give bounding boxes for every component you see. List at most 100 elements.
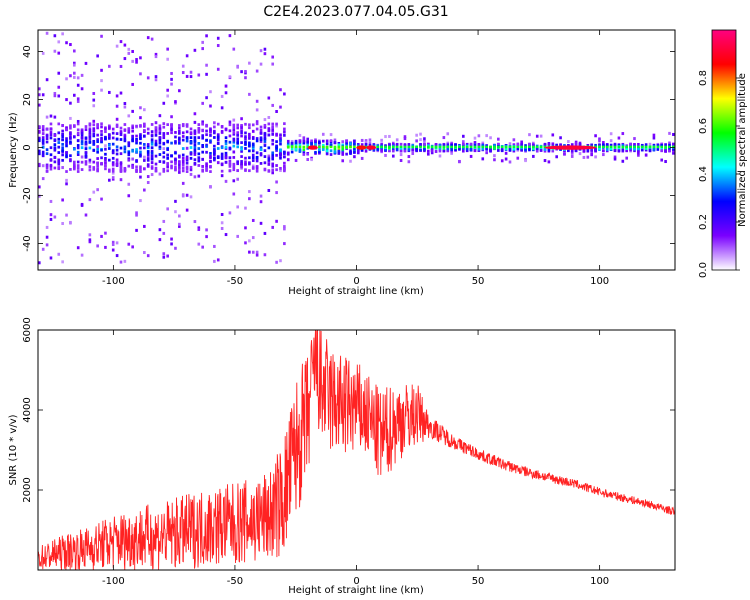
heatmap-cell: [170, 141, 173, 145]
heatmap-cell: [41, 142, 45, 145]
heatmap-cell: [353, 139, 356, 143]
heatmap-cell: [170, 77, 173, 81]
heatmap-cell: [532, 145, 535, 149]
heatmap-cell: [462, 140, 465, 144]
heatmap-cell: [411, 145, 415, 149]
heatmap-cell: [213, 244, 216, 248]
heatmap-cell: [275, 124, 278, 128]
heatmap-cell: [547, 149, 551, 152]
heatmap-cell: [286, 139, 290, 143]
heatmap-cell: [617, 145, 621, 149]
heatmap-cell: [115, 94, 119, 98]
heatmap-cell: [310, 158, 313, 162]
heatmap-cell: [73, 63, 76, 67]
heatmap-cell: [127, 157, 131, 161]
heatmap-cell: [143, 134, 146, 138]
heatmap-cell: [356, 143, 360, 146]
heatmap-cell: [57, 40, 61, 44]
heatmap-cell: [201, 245, 204, 249]
heatmap-cell: [69, 74, 72, 78]
heatmap-cell: [174, 168, 177, 172]
heatmap-cell: [563, 152, 566, 156]
heatmap-cell: [672, 151, 675, 155]
heatmap-cell: [197, 152, 201, 156]
heatmap-cell: [633, 137, 636, 141]
heatmap-cell: [38, 149, 41, 153]
heatmap-cell: [150, 37, 154, 41]
heatmap-cell: [193, 152, 197, 156]
heatmap-cell: [248, 156, 251, 160]
heatmap-cell: [559, 143, 562, 147]
heatmap-cell: [150, 157, 154, 161]
heatmap-cell: [213, 125, 216, 129]
heatmap-cell: [76, 144, 80, 147]
heatmap-cell: [613, 157, 617, 161]
heatmap-cell: [427, 152, 430, 156]
heatmap-cell: [399, 159, 403, 163]
heatmap-cell: [119, 166, 123, 170]
heatmap-cell: [65, 153, 68, 157]
heatmap-cell: [84, 213, 88, 217]
heatmap-cell: [178, 163, 181, 167]
heatmap-cell: [481, 145, 485, 149]
heatmap-cell: [76, 128, 80, 132]
heatmap-cell: [446, 145, 450, 149]
heatmap-cell: [88, 160, 92, 164]
heatmap-cell: [598, 137, 601, 141]
heatmap-cell: [574, 142, 578, 146]
heatmap-cell: [154, 55, 158, 59]
heatmap-cell: [45, 31, 49, 35]
heatmap-cell: [267, 127, 271, 131]
heatmap-cell: [255, 253, 259, 257]
heatmap-cell: [275, 146, 278, 150]
heatmap-cell: [174, 158, 177, 162]
heatmap-cell: [170, 71, 173, 75]
heatmap-cell: [240, 128, 243, 132]
colorbar-tick-label: 0.6: [698, 118, 709, 134]
heatmap-cell: [150, 173, 154, 177]
heatmap-cell: [119, 260, 123, 264]
heatmap-cell: [96, 150, 99, 154]
heatmap-cell: [127, 114, 131, 118]
heatmap-cell: [96, 244, 99, 248]
heatmap-cell: [45, 134, 49, 138]
heatmap-cell: [213, 149, 216, 153]
heatmap-cell: [154, 52, 158, 56]
heatmap-cell: [193, 150, 197, 154]
heatmap-cell: [201, 150, 204, 154]
heatmap-cell: [73, 135, 76, 139]
heatmap-cell: [111, 169, 115, 173]
heatmap-cell: [224, 145, 228, 149]
heatmap-cell: [216, 156, 220, 159]
heatmap-cell: [111, 176, 115, 180]
heatmap-cell: [551, 149, 555, 153]
heatmap-cell: [481, 143, 485, 147]
heatmap-cell: [637, 151, 640, 155]
heatmap-cell: [135, 213, 138, 217]
heatmap-cell: [166, 169, 169, 173]
heatmap-cell: [216, 133, 220, 137]
heatmap-cell: [143, 251, 146, 255]
heatmap-cell: [100, 68, 103, 72]
snr-x-ticks: -100 -50 0 50 100: [102, 330, 609, 587]
heatmap-cell: [104, 164, 107, 168]
heatmap-cell: [629, 146, 632, 150]
heatmap-cell: [259, 139, 263, 143]
heatmap-cell: [290, 145, 294, 149]
heatmap-cell: [621, 144, 625, 147]
heatmap-cell: [135, 134, 138, 138]
heatmap-cell: [279, 152, 282, 156]
x-tick-label: 100: [590, 576, 609, 587]
heatmap-cell: [65, 137, 68, 141]
heatmap-cell: [111, 171, 115, 175]
heatmap-cell: [399, 145, 403, 149]
heatmap-cell: [248, 143, 251, 147]
heatmap-peak: [366, 145, 377, 150]
heatmap-cell: [115, 123, 119, 127]
heatmap-cell: [368, 138, 372, 142]
heatmap-cell: [41, 145, 45, 149]
heatmap-cell: [162, 147, 166, 151]
heatmap-cell: [150, 142, 154, 146]
heatmap-cell: [283, 169, 286, 173]
heatmap-cell: [329, 145, 333, 149]
